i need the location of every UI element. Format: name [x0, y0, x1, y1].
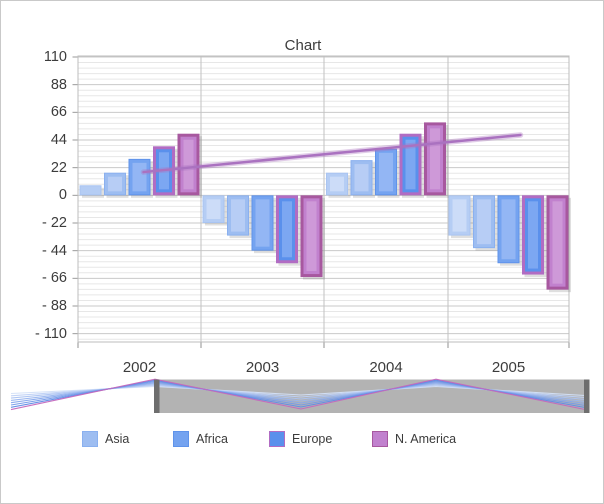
x-axis-label: 2004	[369, 359, 403, 376]
bar-asia-2004-highlight	[354, 164, 369, 192]
chart-title: Chart	[284, 37, 322, 54]
bars-layer	[79, 122, 571, 293]
y-axis-label: 0	[58, 187, 67, 204]
range-selection[interactable]	[156, 379, 585, 414]
legend-item-label: Europe	[292, 432, 333, 446]
bar-africa-2005-highlight	[501, 199, 516, 260]
y-axis-label: 44	[50, 131, 67, 148]
x-axis-label: 2002	[122, 359, 157, 376]
bar-africa-2002-highlight	[132, 162, 147, 192]
bar-n-america-2002-highlight	[183, 139, 194, 190]
bar-asia-2003-highlight	[231, 199, 245, 232]
y-axis-label: 88	[50, 76, 67, 93]
y-axis-label: - 44	[42, 242, 67, 259]
legend-item-label: N. America	[395, 432, 457, 446]
range-control[interactable]	[10, 378, 590, 414]
x-axis-label: 2005	[491, 359, 526, 376]
legend-swatch	[173, 431, 189, 447]
bar-series-1-2004-highlight	[330, 176, 344, 192]
bar-asia-2002-highlight	[108, 176, 122, 192]
bar-series-1-2005-highlight	[452, 199, 467, 232]
bar-asia-2005-highlight	[477, 199, 491, 245]
bar-n-america-2003-highlight	[306, 201, 317, 272]
legend-item-europe: Europe	[269, 430, 332, 448]
y-axis-label: - 88	[42, 297, 67, 314]
legend-item-africa: Africa	[173, 430, 228, 448]
y-axis-label: - 66	[42, 270, 67, 287]
range-handle-right[interactable]	[584, 379, 590, 414]
y-axis-label: - 22	[42, 214, 67, 231]
legend-item-asia: Asia	[82, 430, 129, 448]
bar-series-1-2003-highlight	[206, 199, 221, 219]
trend-line	[142, 133, 522, 174]
legend-item-label: Asia	[105, 432, 130, 446]
bar-africa-2003-highlight	[255, 199, 270, 247]
legend-swatch	[269, 431, 285, 447]
range-preview-line	[10, 378, 586, 411]
y-axis-label: 110	[43, 49, 67, 65]
y-axis-label: - 110	[35, 325, 67, 342]
bar-n-america-2005-highlight	[552, 201, 563, 284]
bar-europe-2003-highlight	[282, 201, 292, 258]
bar-europe-2004-highlight	[405, 139, 416, 190]
range-handle-left[interactable]	[154, 379, 160, 414]
y-axis-label: 22	[50, 159, 67, 176]
bar-africa-2004-highlight	[379, 152, 393, 192]
legend-swatch	[372, 431, 388, 447]
legend-item-n-america: N. America	[372, 430, 456, 448]
bar-series-1-2002-body	[80, 186, 101, 195]
bar-europe-2005-highlight	[528, 201, 538, 269]
legend-item-label: Africa	[196, 432, 228, 446]
legend-swatch	[82, 431, 98, 447]
plot-border	[77, 55, 570, 343]
x-axis-label: 2003	[245, 359, 280, 376]
y-axis-label: 66	[50, 104, 67, 121]
bar-n-america-2004-highlight	[430, 128, 440, 190]
